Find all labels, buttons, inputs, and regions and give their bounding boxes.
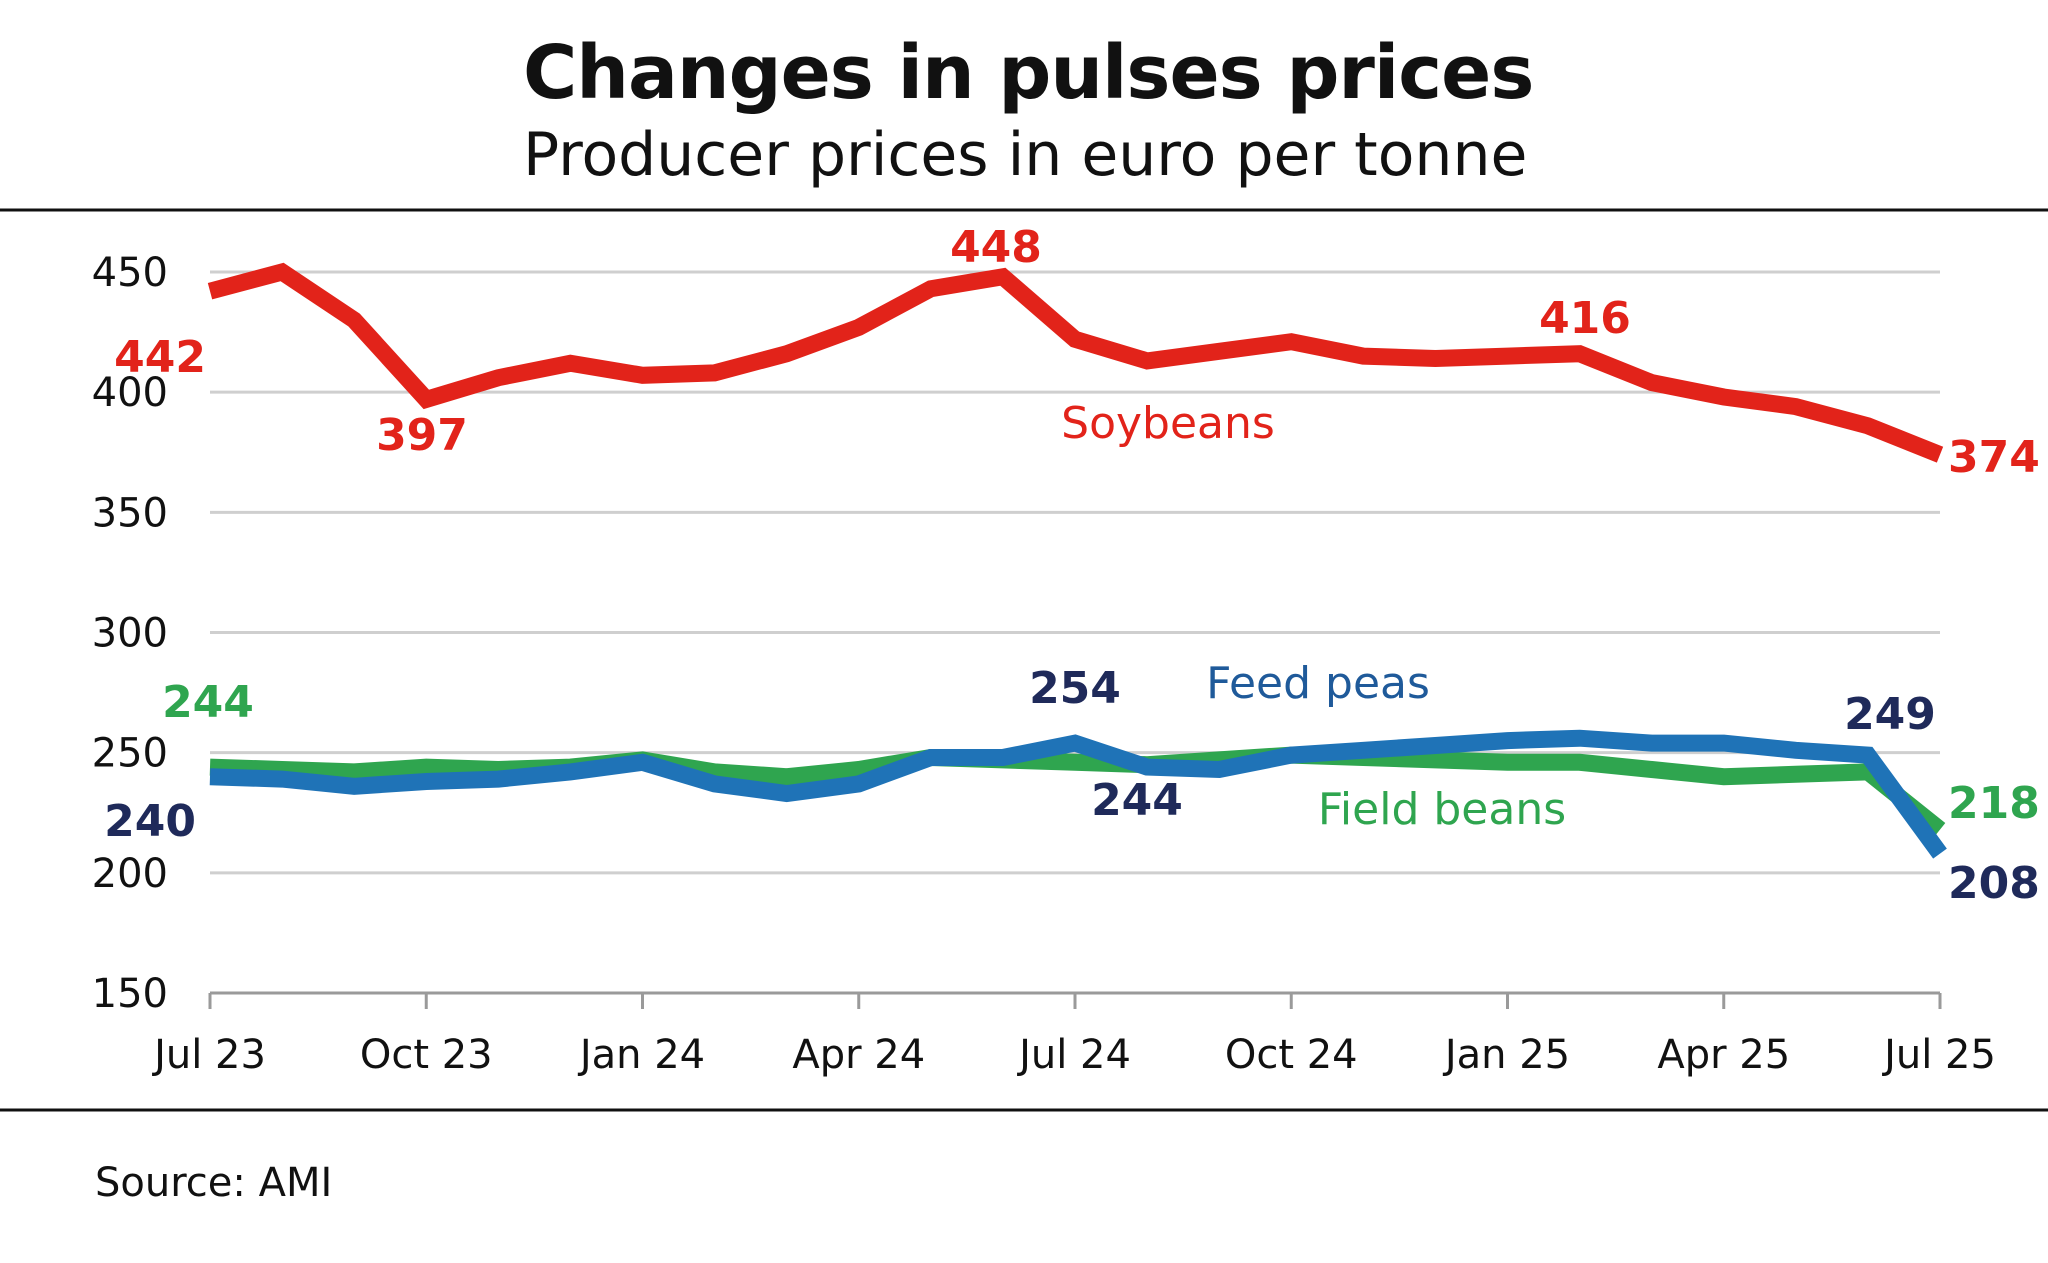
y-tick-label: 250 [92, 731, 168, 777]
x-tick-label: Apr 24 [792, 1032, 925, 1078]
x-tick-label: Jan 24 [577, 1032, 705, 1078]
data-label: 448 [950, 222, 1042, 273]
y-tick-label: 400 [92, 370, 168, 416]
x-tick-label: Jul 24 [1016, 1032, 1131, 1078]
data-label: 240 [104, 796, 196, 847]
data-label: 244 [162, 677, 254, 728]
data-label: 208 [1948, 858, 2040, 909]
x-axis-tick-labels: Jul 23 Oct 23 Jan 24 Apr 24 Jul 24 Oct 24 Jan … [151, 1032, 1996, 1078]
data-label: 249 [1844, 689, 1936, 740]
x-tick-label: Jan 25 [1442, 1032, 1570, 1078]
x-axis [208, 991, 1942, 1009]
chart-title: Changes in pulses prices [523, 30, 1534, 116]
data-labels: 442 397 448 416 374 244 218 240 254 244 249 208 Soyb… [104, 222, 2040, 909]
y-axis-tick-labels: 450 400 350 300 250 200 150 [92, 250, 168, 1017]
series-line-soybeans [207, 262, 1944, 463]
data-label: 397 [376, 410, 468, 461]
x-tick-label: Oct 24 [1225, 1032, 1358, 1078]
data-label: 218 [1948, 778, 2040, 829]
x-tick-label: Apr 25 [1657, 1032, 1790, 1078]
data-label: 254 [1029, 663, 1121, 714]
data-label: 244 [1091, 775, 1183, 826]
y-tick-label: 450 [92, 250, 168, 296]
data-label: 442 [114, 332, 206, 383]
source-note: Source: AMI [95, 1160, 333, 1206]
x-tick-label: Oct 23 [360, 1032, 493, 1078]
gridlines [210, 270, 1940, 875]
series-label: Field beans [1318, 784, 1566, 835]
data-label: 374 [1948, 432, 2040, 483]
y-tick-label: 150 [92, 971, 168, 1017]
series-lines [207, 262, 1947, 859]
y-tick-label: 350 [92, 490, 168, 536]
series-line-field-beans [209, 746, 1946, 837]
x-tick-label: Jul 23 [151, 1032, 266, 1078]
y-tick-label: 300 [92, 611, 168, 657]
series-line-feed-peas [209, 729, 1947, 859]
y-tick-label: 200 [92, 851, 168, 897]
series-label: Feed peas [1206, 658, 1430, 709]
x-tick-label: Jul 25 [1881, 1032, 1996, 1078]
series-label: Soybeans [1061, 398, 1275, 449]
data-label: 416 [1539, 293, 1631, 344]
chart-subtitle: Producer prices in euro per tonne [523, 120, 1528, 190]
